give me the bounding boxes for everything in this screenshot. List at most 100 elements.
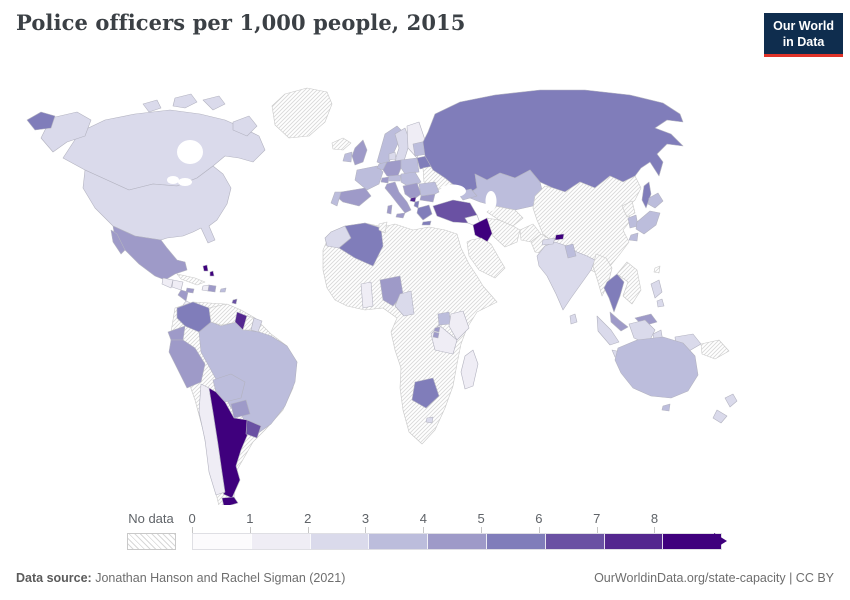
country-new-zealand-south[interactable] <box>712 409 728 424</box>
country-indonesia-kalimantan[interactable] <box>628 319 656 345</box>
legend-bin-1-2[interactable] <box>250 534 310 549</box>
country-albania[interactable] <box>413 200 420 209</box>
legend-bin-6-7[interactable] <box>544 534 604 549</box>
country-algeria[interactable] <box>338 222 384 267</box>
legend-color-bar[interactable] <box>192 533 723 550</box>
country-iran[interactable] <box>486 217 521 248</box>
country-mexico[interactable] <box>112 225 188 281</box>
country-thailand[interactable] <box>603 273 625 313</box>
country-madagascar[interactable] <box>460 349 479 390</box>
country-peru[interactable] <box>168 339 206 389</box>
attribution[interactable]: OurWorldinData.org/state-capacity | CC B… <box>594 571 834 585</box>
country-italy[interactable] <box>384 181 412 214</box>
country-dominican-republic[interactable] <box>207 284 217 293</box>
country-portugal[interactable] <box>330 191 342 207</box>
country-ghana[interactable] <box>360 281 374 309</box>
country-north-korea[interactable] <box>621 200 636 218</box>
country-argentina[interactable] <box>208 387 250 499</box>
country-guatemala[interactable] <box>161 277 174 289</box>
legend-bin-5-6[interactable] <box>485 534 545 549</box>
country-iraq[interactable] <box>472 217 494 243</box>
country-japan-kyushu[interactable] <box>628 232 639 242</box>
country-greece-crete[interactable] <box>421 220 432 226</box>
country-canada-island-2[interactable] <box>202 95 226 111</box>
legend-bin-0-1[interactable] <box>193 534 251 549</box>
country-papua-new-guinea[interactable] <box>700 339 730 360</box>
hudson-bay <box>177 140 203 164</box>
country-bahamas-1[interactable] <box>202 264 209 272</box>
country-russia-chukotka[interactable] <box>26 111 56 131</box>
country-saudi-arabia[interactable] <box>466 237 506 279</box>
country-canada-island-3[interactable] <box>142 99 162 113</box>
country-burundi[interactable] <box>432 331 440 339</box>
country-romania[interactable] <box>418 181 440 197</box>
country-rwanda[interactable] <box>433 326 441 333</box>
country-honduras[interactable] <box>171 279 184 291</box>
country-indonesia-sumatra[interactable] <box>596 315 620 346</box>
legend-bin-4-5[interactable] <box>427 534 486 549</box>
country-serbia[interactable] <box>402 182 422 201</box>
legend-bin-3-4[interactable] <box>368 534 428 549</box>
country-uruguay[interactable] <box>245 419 262 439</box>
owid-logo[interactable]: Our World in Data <box>764 13 843 58</box>
country-switzerland[interactable] <box>380 176 390 184</box>
country-italy-sicily[interactable] <box>395 212 406 219</box>
country-puerto-rico[interactable] <box>219 287 227 293</box>
country-philippines-1[interactable] <box>650 279 663 299</box>
legend-bin-8+[interactable] <box>662 534 722 549</box>
country-botswana[interactable] <box>411 377 440 409</box>
country-indochina[interactable] <box>616 261 642 305</box>
country-greenland[interactable] <box>271 87 333 139</box>
country-greece[interactable] <box>416 204 433 221</box>
country-mexico-baja[interactable] <box>110 229 126 255</box>
country-philippines-2[interactable] <box>656 298 665 308</box>
country-russia[interactable] <box>422 89 684 197</box>
legend-scale[interactable]: 0 1 2 3 4 5 6 7 8 <box>189 511 752 557</box>
country-india[interactable] <box>536 241 596 311</box>
country-sri-lanka[interactable] <box>569 313 578 325</box>
country-montenegro[interactable] <box>409 196 417 203</box>
country-united-kingdom[interactable] <box>351 139 368 166</box>
country-bangladesh[interactable] <box>564 243 577 259</box>
country-paraguay[interactable] <box>230 399 251 419</box>
country-ireland[interactable] <box>342 151 353 163</box>
country-canada-island-1[interactable] <box>172 93 198 109</box>
country-kenya[interactable] <box>448 310 470 341</box>
country-cameroon[interactable] <box>394 290 415 317</box>
country-australia[interactable] <box>614 336 699 399</box>
no-data-swatch[interactable] <box>126 533 176 550</box>
country-italy-sardinia[interactable] <box>386 204 393 215</box>
country-malaysia-peninsula[interactable] <box>609 311 629 332</box>
country-lesotho[interactable] <box>425 416 434 424</box>
country-french-guiana[interactable] <box>250 317 263 333</box>
country-tunisia[interactable] <box>378 221 388 234</box>
country-canada-baffin[interactable] <box>232 115 258 137</box>
country-spain[interactable] <box>336 187 372 207</box>
legend-bin-7-8[interactable] <box>603 534 663 549</box>
country-colombia[interactable] <box>176 301 212 333</box>
country-japan-hokkaido[interactable] <box>647 192 664 209</box>
country-taiwan[interactable] <box>653 265 661 274</box>
country-australia-tasmania[interactable] <box>661 403 671 412</box>
country-cuba[interactable] <box>176 273 206 286</box>
country-austria[interactable] <box>387 174 402 182</box>
country-poland[interactable] <box>400 157 420 175</box>
country-tanzania[interactable] <box>430 324 458 355</box>
country-trinidad[interactable] <box>231 298 238 305</box>
country-japan-honshu[interactable] <box>635 210 661 235</box>
legend-no-data[interactable]: No data <box>122 511 180 550</box>
country-bhutan[interactable] <box>554 233 565 241</box>
country-new-zealand-north[interactable] <box>724 393 738 408</box>
country-bahamas-2[interactable] <box>209 270 215 277</box>
country-iceland[interactable] <box>331 137 352 151</box>
country-denmark[interactable] <box>388 151 397 161</box>
logo-line-1: Our World <box>773 19 834 33</box>
legend-bin-2-3[interactable] <box>309 534 369 549</box>
country-argentina-tdf[interactable] <box>221 496 239 505</box>
country-usa-alaska[interactable] <box>40 111 92 153</box>
country-france[interactable] <box>354 165 384 191</box>
country-kazakhstan[interactable] <box>464 169 544 211</box>
country-jamaica[interactable] <box>185 287 195 294</box>
country-uganda[interactable] <box>437 311 452 326</box>
country-nepal[interactable] <box>541 237 556 246</box>
